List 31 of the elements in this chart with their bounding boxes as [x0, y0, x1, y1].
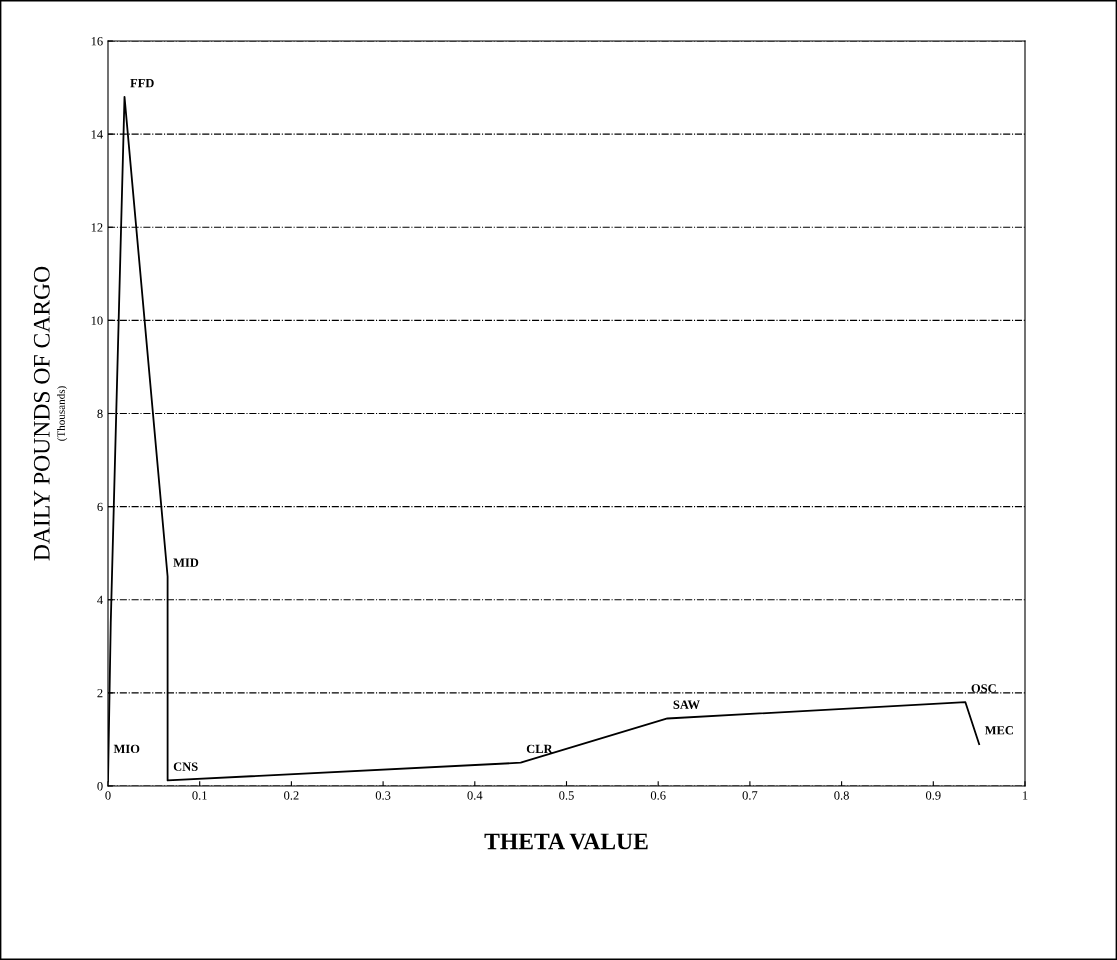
x-tick-label: 0.3 [375, 791, 391, 800]
x-tick-label: 0.9 [925, 791, 941, 800]
annotation: FFD [130, 78, 154, 88]
y-axis-title: DAILY POUNDS OF CARGO [33, 266, 50, 561]
annotation: MID [173, 558, 199, 567]
x-axis-title: THETA VALUE [484, 833, 648, 850]
x-tick-label: 0.5 [559, 791, 574, 800]
y-tick-label: 2 [97, 688, 103, 698]
x-tick-label: 0.4 [467, 791, 483, 800]
annotation: OSC [971, 684, 996, 693]
x-tick-label: 0.6 [650, 791, 666, 800]
x-tick-label: 0.7 [742, 791, 758, 800]
y-tick-label: 0 [97, 782, 103, 791]
y-tick-label: 12 [91, 223, 103, 232]
annotation: CNS [173, 762, 198, 771]
x-tick-label: 0.8 [834, 791, 849, 800]
annotation: MEC [984, 726, 1013, 735]
x-tick-label: 0.1 [192, 791, 207, 800]
annotation: SAW [673, 700, 700, 709]
annotation: MIO [113, 744, 140, 754]
y-tick-label: 8 [97, 409, 103, 418]
text: (Thousands) [57, 386, 68, 441]
y-tick-label: 14 [91, 130, 103, 139]
y-tick-label: 16 [91, 37, 103, 46]
y-tick-label: 4 [97, 595, 103, 605]
y-tick-label: 10 [91, 316, 103, 325]
x-tick-label: 0 [105, 791, 111, 800]
y-tick-label: 6 [97, 502, 103, 512]
x-tick-label: 1 [1022, 791, 1028, 800]
x-tick-label: 0.2 [284, 791, 299, 800]
annotation: CLR [526, 744, 553, 754]
